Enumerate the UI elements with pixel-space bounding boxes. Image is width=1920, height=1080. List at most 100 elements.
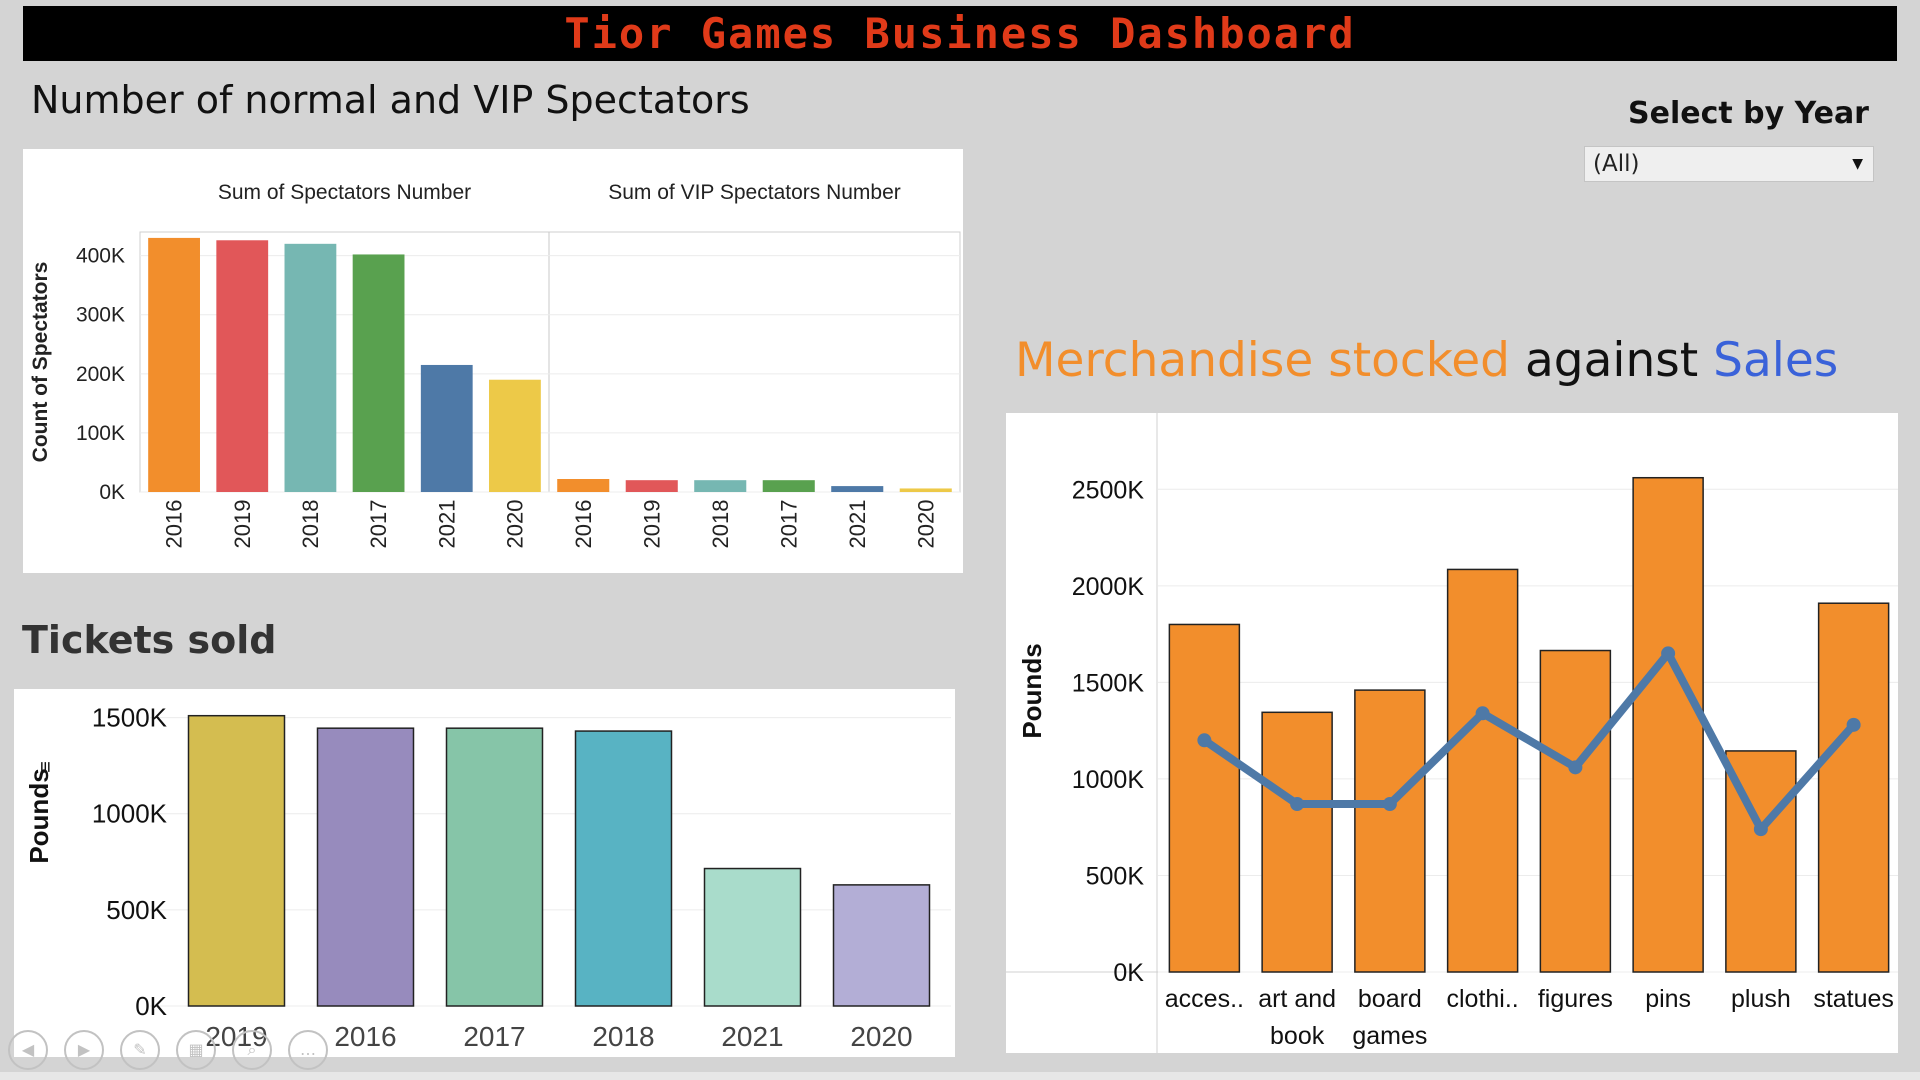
dashboard-title: Tior Games Business Dashboard [23, 6, 1897, 61]
bar [216, 240, 269, 492]
zoom-icon[interactable]: ⌕ [232, 1030, 272, 1070]
sales-point [1290, 797, 1305, 812]
bar [557, 479, 610, 492]
bar [574, 730, 673, 1007]
bar [832, 884, 931, 1007]
x-tick-label: 2021 [845, 500, 870, 549]
bar [316, 727, 415, 1007]
y-tick-label: 1500K [1072, 669, 1145, 697]
sales-point [1753, 822, 1768, 837]
merch-title-against: against [1524, 333, 1699, 388]
y-tick-label: 2000K [1072, 573, 1145, 601]
bar [1261, 711, 1333, 973]
bar [148, 237, 200, 492]
edit-icon[interactable]: ✎ [120, 1030, 160, 1070]
bar [703, 867, 802, 1007]
bar [1168, 623, 1241, 973]
year-filter-label: Select by Year [1628, 96, 1869, 131]
sales-point [1197, 733, 1212, 748]
panel-header: Sum of Spectators Number [218, 181, 471, 204]
year-filter-dropdown[interactable]: (All) ▼ [1584, 146, 1874, 182]
bar [831, 486, 884, 492]
x-tick-label: 2021 [434, 500, 459, 549]
y-tick-label: 100K [76, 422, 125, 445]
x-tick-label: art and [1258, 985, 1336, 1013]
spectators-chart-title: Number of normal and VIP Spectators [31, 78, 750, 122]
y-tick-label: 200K [76, 363, 125, 386]
merch-chart: 0K 500K 1000K 1500K 2000K 2500K Pounds acces.. a… [1006, 413, 1898, 1053]
sales-point [1846, 717, 1861, 732]
bar [1539, 649, 1612, 973]
y-tick-label: 1000K [92, 799, 168, 829]
x-tick-label: 2016 [571, 500, 596, 549]
x-tick-label: statues [1813, 985, 1894, 1013]
bar [489, 379, 541, 492]
y-tick-label: 300K [76, 304, 125, 327]
merch-title-stocked: Merchandise stocked [1015, 333, 1511, 388]
bar [1354, 689, 1426, 973]
x-tick-label: acces.. [1165, 985, 1244, 1013]
x-tick-label: clothi.. [1446, 985, 1518, 1013]
x-tick-label: 2016 [334, 1021, 396, 1052]
sales-point [1382, 797, 1397, 812]
bar [625, 480, 678, 492]
x-tick-label: 2020 [502, 500, 527, 549]
merch-chart-title: Merchandise stocked against Sales [1015, 333, 1838, 388]
bar [284, 243, 337, 492]
y-tick-label: 500K [106, 895, 167, 925]
sort-icon: ≡ [35, 761, 57, 773]
bar [762, 480, 815, 492]
more-icon[interactable]: … [288, 1030, 328, 1070]
bottom-scroll-strip [0, 1072, 1920, 1080]
y-tick-label: 1000K [1072, 766, 1145, 794]
x-tick-label: figures [1538, 985, 1613, 1013]
x-tick-label: 2021 [721, 1021, 783, 1052]
tickets-chart-panel: 0K 500K 1000K 1500K Pounds ≡ 2019 2016 2017 2018 2… [14, 689, 955, 1057]
chevron-down-icon: ▼ [1852, 156, 1863, 172]
x-tick-label: board [1358, 985, 1422, 1013]
x-tick-label: 2017 [776, 500, 801, 549]
merch-chart-panel: 0K 500K 1000K 1500K 2000K 2500K Pounds acces.. a… [1006, 413, 1898, 1053]
panel-header: Sum of VIP Spectators Number [608, 181, 901, 204]
y-tick-label: 0K [1113, 959, 1144, 987]
sales-point [1475, 706, 1490, 721]
y-tick-label: 400K [76, 245, 125, 268]
y-axis-label: Pounds [1017, 643, 1047, 738]
x-tick-label: 2017 [366, 500, 391, 549]
year-filter-value: (All) [1593, 151, 1640, 177]
x-tick-label: 2018 [708, 500, 733, 549]
spectators-chart-panel: 0K 100K 200K 300K 400K Count of Spectators Sum… [23, 149, 963, 573]
y-tick-label: 0K [99, 481, 125, 504]
sales-line [1200, 649, 1858, 834]
sales-point [1661, 646, 1676, 661]
spectators-chart: 0K 100K 200K 300K 400K Count of Spectators Sum… [29, 181, 961, 549]
bar [420, 364, 473, 492]
bar [1632, 476, 1704, 973]
y-tick-label: 0K [135, 991, 167, 1021]
bar [899, 488, 952, 492]
bar [1817, 602, 1890, 973]
x-tick-label: 2020 [850, 1021, 912, 1052]
bar [694, 480, 747, 492]
x-tick-label: 2018 [298, 500, 323, 549]
bar [1446, 568, 1519, 973]
bar [352, 254, 405, 492]
y-axis-label: Pounds [24, 768, 54, 863]
y-tick-label: 2500K [1072, 476, 1145, 504]
y-tick-label: 1500K [92, 703, 168, 733]
x-tick-label: pins [1645, 985, 1691, 1013]
x-tick-label: book [1270, 1022, 1325, 1050]
x-tick-label: 2016 [162, 500, 187, 549]
x-tick-label: 2018 [592, 1021, 654, 1052]
forward-icon[interactable]: ▶ [64, 1030, 104, 1070]
y-tick-label: 500K [1086, 862, 1145, 890]
x-tick-label: 2019 [230, 500, 255, 549]
x-tick-label: games [1352, 1022, 1427, 1050]
x-tick-label: plush [1731, 985, 1791, 1013]
merch-title-sales: Sales [1713, 333, 1839, 388]
bar [187, 714, 286, 1007]
back-icon[interactable]: ◀ [8, 1030, 48, 1070]
layout-icon[interactable]: ▦ [176, 1030, 216, 1070]
bar [1725, 750, 1797, 973]
